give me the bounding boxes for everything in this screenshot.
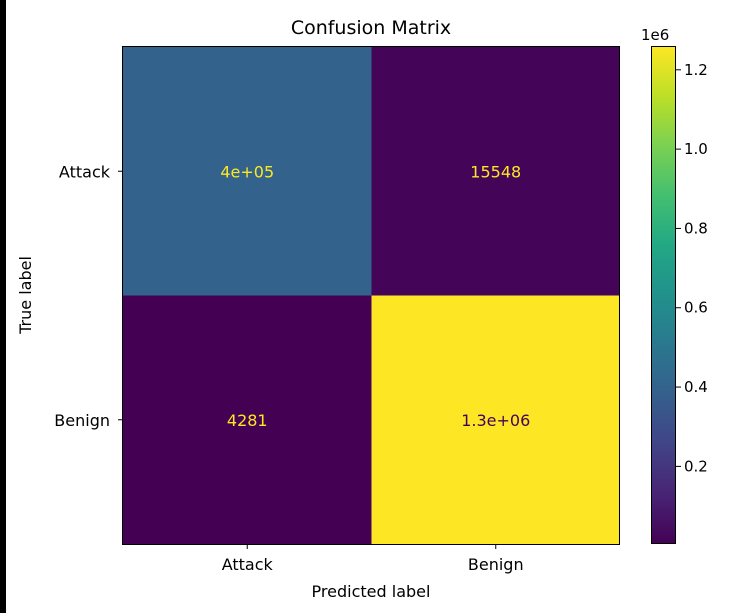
x-tick-label-0: Attack xyxy=(222,555,274,574)
colorbar-tick-label-2: 0.6 xyxy=(684,299,708,317)
heatmap-cells xyxy=(123,47,620,544)
cell-label-0-1: 15548 xyxy=(470,162,521,181)
colorbar-frame xyxy=(651,46,676,544)
plot-frame xyxy=(122,46,620,545)
colorbar-offset-label: 1e6 xyxy=(641,26,669,44)
colorbar-tick-label-5: 1.2 xyxy=(684,61,708,79)
colorbar-tick-label-4: 1.0 xyxy=(684,140,708,158)
colorbar xyxy=(651,46,676,544)
heatmap-cell-labels: 4e+05 15548 4281 1.3e+06 xyxy=(220,162,530,430)
heatmap-cell-0-1 xyxy=(371,47,620,296)
colorbar-tick-label-3: 0.8 xyxy=(684,219,708,237)
y-tick-label-0: Attack xyxy=(59,162,111,181)
cell-label-0-0: 4e+05 xyxy=(220,162,274,181)
colorbar-ticks: 0.2 0.4 0.6 0.8 1.0 1.2 xyxy=(676,61,708,475)
x-tick-label-1: Benign xyxy=(468,555,524,574)
cell-label-1-0: 4281 xyxy=(227,411,268,430)
x-axis-label: Predicted label xyxy=(312,582,431,601)
cell-label-1-1: 1.3e+06 xyxy=(461,411,530,430)
y-axis-ticks: Attack Benign xyxy=(54,162,123,430)
chart-title: Confusion Matrix xyxy=(291,17,451,39)
heatmap-cell-1-1 xyxy=(371,295,620,544)
colorbar-tick-label-0: 0.2 xyxy=(684,457,708,475)
x-axis-ticks: Attack Benign xyxy=(222,544,524,574)
heatmap-cell-1-0 xyxy=(123,295,372,544)
y-axis-label: True label xyxy=(16,256,35,335)
colorbar-tick-label-1: 0.4 xyxy=(684,378,708,396)
y-tick-label-1: Benign xyxy=(54,411,110,430)
heatmap-cell-0-0 xyxy=(123,47,372,296)
